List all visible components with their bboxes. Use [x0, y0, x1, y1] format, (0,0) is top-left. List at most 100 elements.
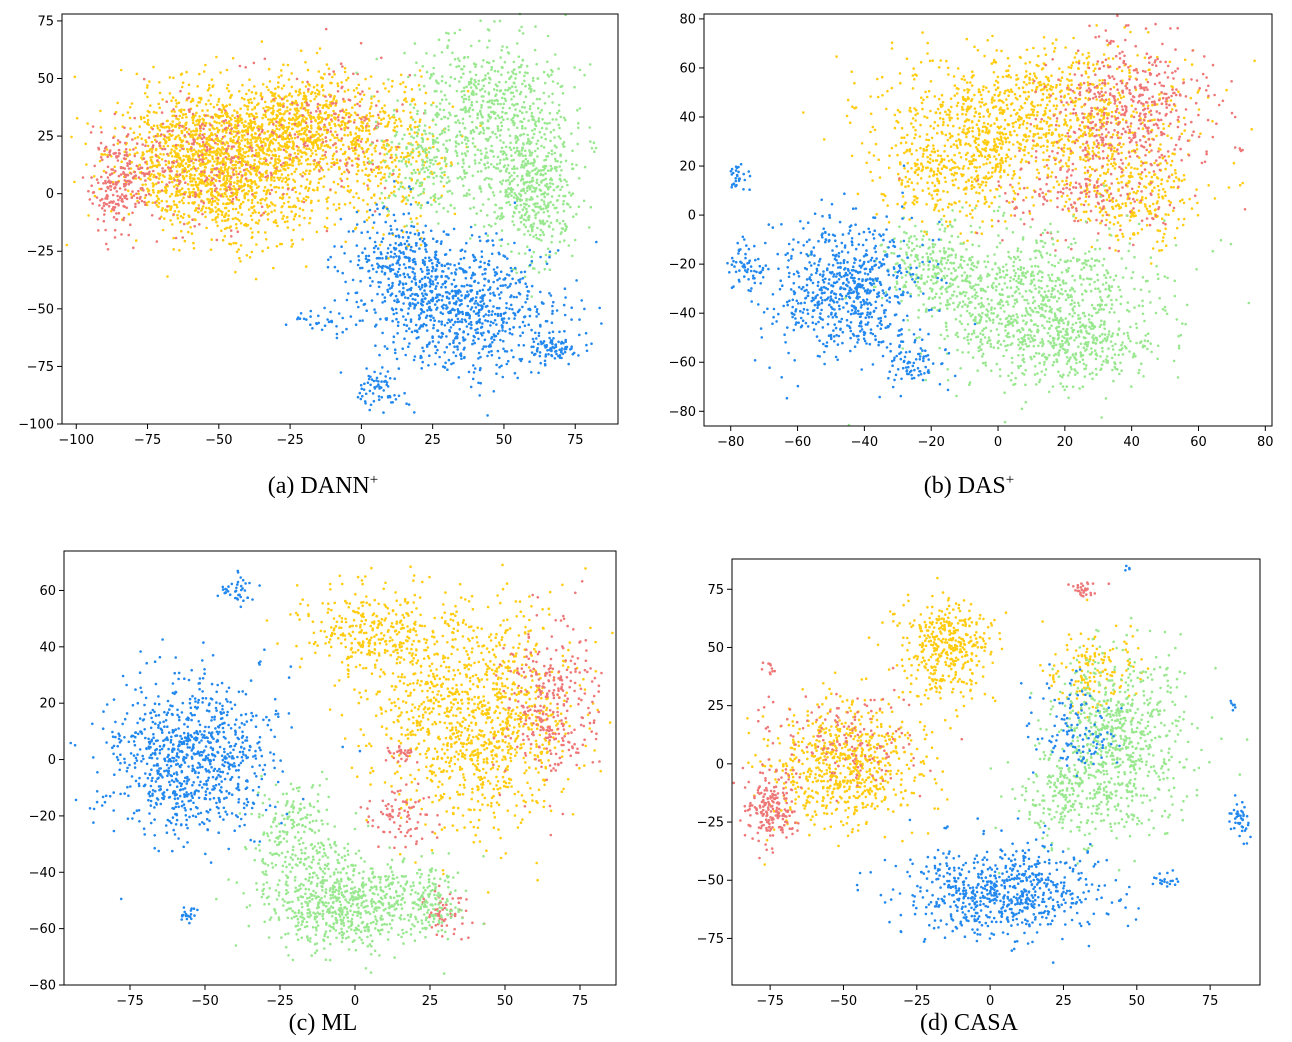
data-point — [163, 135, 167, 138]
data-point — [244, 163, 248, 166]
data-point — [497, 129, 500, 132]
data-point — [548, 255, 551, 259]
data-point — [243, 192, 247, 196]
data-point — [199, 192, 203, 196]
data-point — [247, 154, 250, 158]
data-point — [507, 195, 510, 199]
data-point — [419, 206, 423, 210]
data-point — [377, 122, 380, 125]
data-point — [463, 93, 466, 97]
data-point — [349, 113, 353, 117]
data-point — [301, 238, 305, 241]
data-point — [363, 119, 366, 122]
data-point — [414, 200, 418, 204]
data-point — [446, 176, 450, 179]
data-point — [260, 40, 264, 43]
data-point — [205, 137, 208, 141]
data-point — [196, 137, 199, 141]
data-point — [548, 121, 551, 125]
data-point — [203, 174, 207, 178]
data-point — [253, 209, 256, 212]
data-point — [273, 209, 277, 212]
data-point — [229, 139, 233, 143]
data-point — [190, 191, 194, 194]
data-point — [286, 187, 290, 191]
data-point — [570, 162, 574, 166]
data-point — [249, 165, 252, 169]
data-point — [339, 139, 343, 143]
data-point — [264, 231, 267, 234]
data-point — [135, 142, 139, 145]
data-point — [540, 198, 544, 202]
data-point — [225, 174, 229, 178]
data-point — [411, 156, 415, 159]
data-point — [159, 124, 162, 127]
data-point — [256, 144, 260, 148]
data-point — [564, 159, 568, 163]
data-point — [469, 207, 472, 210]
data-point — [246, 223, 250, 227]
data-point — [231, 207, 235, 211]
data-point — [204, 184, 208, 187]
data-point — [244, 177, 248, 180]
data-point — [393, 185, 396, 188]
data-point — [322, 104, 325, 107]
data-point — [351, 106, 354, 109]
data-point — [173, 210, 177, 213]
data-point — [160, 209, 164, 212]
data-point — [133, 137, 137, 140]
data-point — [229, 201, 232, 205]
data-point — [180, 160, 184, 163]
data-point — [547, 202, 550, 205]
data-point — [223, 182, 227, 185]
data-point — [260, 141, 263, 144]
data-point — [277, 178, 281, 182]
data-point — [241, 174, 244, 177]
data-point — [280, 173, 284, 176]
data-point — [273, 130, 277, 133]
data-point — [479, 112, 483, 116]
data-point — [578, 68, 582, 72]
data-point — [159, 152, 162, 156]
data-point — [226, 168, 230, 171]
data-point — [427, 268, 431, 272]
data-point — [548, 268, 552, 272]
data-point — [455, 154, 459, 157]
data-point — [200, 170, 203, 173]
data-point — [396, 145, 400, 149]
data-point — [189, 135, 192, 139]
data-point — [458, 59, 461, 63]
data-point — [273, 204, 277, 207]
data-point — [476, 112, 480, 115]
data-point — [563, 313, 567, 317]
data-point — [515, 126, 519, 130]
data-point — [204, 215, 207, 219]
data-point — [376, 113, 380, 117]
data-point — [195, 169, 198, 173]
data-point — [459, 108, 463, 111]
data-point — [451, 105, 455, 108]
data-point — [564, 296, 567, 299]
data-point — [333, 136, 337, 139]
data-point — [552, 203, 555, 207]
data-point — [490, 353, 494, 357]
data-point — [429, 196, 433, 200]
data-point — [370, 153, 374, 156]
data-point — [309, 154, 313, 158]
data-point — [75, 116, 79, 120]
data-point — [475, 86, 478, 90]
data-point — [539, 233, 542, 237]
data-point — [194, 193, 198, 197]
data-point — [388, 194, 391, 197]
data-point — [243, 125, 246, 129]
data-point — [286, 127, 290, 131]
data-point — [325, 63, 329, 66]
data-point — [449, 113, 452, 117]
data-point — [490, 65, 494, 69]
data-point — [328, 72, 331, 76]
data-point — [448, 189, 452, 193]
data-point — [211, 126, 215, 130]
data-point — [245, 92, 248, 96]
data-point — [558, 177, 561, 181]
data-point — [318, 177, 321, 181]
